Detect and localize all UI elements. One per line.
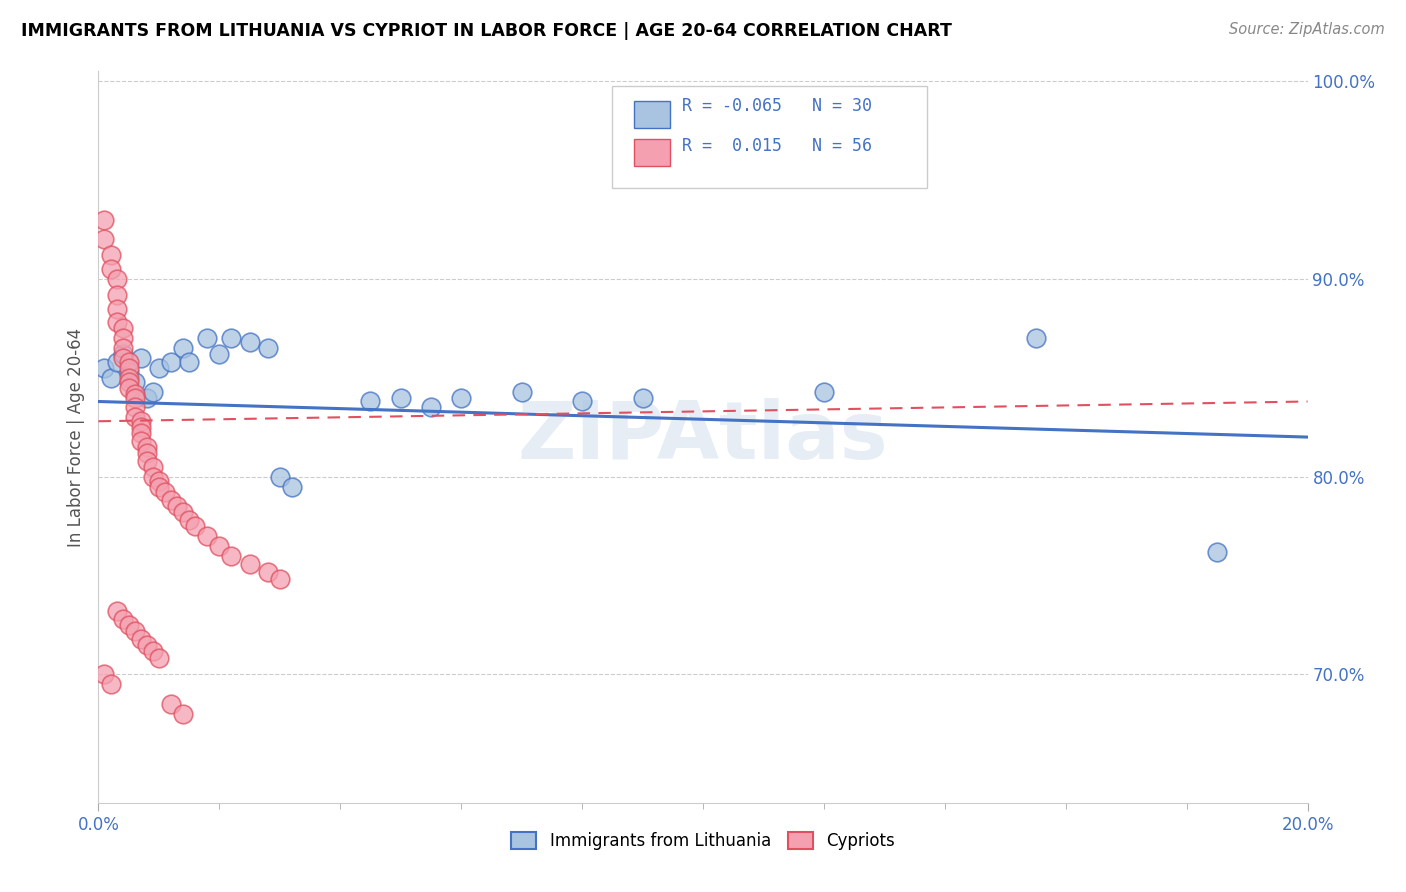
Point (111, 351, 134, 365)
Point (105, 355, 128, 369)
Point (135, 391, 157, 405)
FancyBboxPatch shape (613, 86, 927, 188)
Text: IMMIGRANTS FROM LITHUANIA VS CYPRIOT IN LABOR FORCE | AGE 20-64 CORRELATION CHAR: IMMIGRANTS FROM LITHUANIA VS CYPRIOT IN … (21, 22, 952, 40)
Point (111, 341, 134, 355)
Point (160, 355, 183, 369)
Point (111, 331, 134, 345)
Point (93, 232, 115, 246)
Point (105, 272, 128, 286)
Legend: Immigrants from Lithuania, Cypriots: Immigrants from Lithuania, Cypriots (505, 825, 901, 856)
Text: R = -0.065   N = 30: R = -0.065 N = 30 (682, 97, 873, 115)
Point (100, 262, 122, 277)
Point (179, 513, 201, 527)
Point (100, 248, 122, 262)
Point (111, 321, 134, 335)
Point (148, 479, 170, 493)
Point (118, 360, 141, 375)
Point (221, 549, 243, 563)
Point (1024, 331, 1046, 345)
Text: R =  0.015   N = 56: R = 0.015 N = 56 (682, 137, 873, 155)
Point (195, 529, 218, 543)
Point (195, 331, 218, 345)
Point (360, 394, 382, 409)
Point (172, 505, 194, 519)
Point (148, 360, 170, 375)
Point (172, 706, 194, 721)
Point (105, 315, 128, 329)
Point (172, 341, 194, 355)
Point (160, 493, 183, 508)
Point (129, 420, 152, 434)
Point (129, 414, 152, 428)
Point (118, 618, 141, 632)
Point (142, 469, 165, 483)
Y-axis label: In Labor Force | Age 20-64: In Labor Force | Age 20-64 (66, 327, 84, 547)
Point (166, 500, 188, 514)
Point (281, 479, 304, 493)
Point (118, 375, 141, 389)
Point (813, 384, 835, 399)
Point (111, 347, 134, 361)
Point (118, 355, 141, 369)
Point (135, 440, 157, 454)
Point (208, 539, 231, 553)
Point (256, 341, 278, 355)
Point (124, 401, 146, 415)
Point (124, 410, 146, 425)
Point (148, 474, 170, 488)
Text: Source: ZipAtlas.com: Source: ZipAtlas.com (1229, 22, 1385, 37)
Point (118, 371, 141, 385)
Point (389, 391, 412, 405)
Point (142, 384, 165, 399)
Point (269, 469, 291, 483)
Point (153, 485, 176, 500)
Point (571, 394, 593, 409)
Point (142, 459, 165, 474)
Point (184, 519, 207, 533)
Point (100, 371, 122, 385)
Text: ZIPAtlas: ZIPAtlas (517, 398, 889, 476)
Point (256, 565, 278, 579)
FancyBboxPatch shape (634, 101, 671, 128)
Point (124, 624, 146, 638)
Point (631, 391, 654, 405)
Point (148, 651, 170, 665)
Point (129, 351, 152, 365)
Point (105, 287, 128, 301)
Point (135, 454, 157, 468)
Point (179, 355, 201, 369)
Point (239, 557, 262, 571)
Point (420, 401, 443, 415)
Point (450, 391, 472, 405)
Point (510, 384, 533, 399)
Point (129, 632, 152, 646)
FancyBboxPatch shape (634, 138, 671, 167)
Point (129, 434, 152, 448)
Point (124, 391, 146, 405)
Point (93, 212, 115, 227)
Point (93, 667, 115, 681)
Point (129, 426, 152, 441)
Point (124, 375, 146, 389)
Point (105, 604, 128, 618)
Point (100, 677, 122, 691)
Point (239, 335, 262, 350)
Point (93, 360, 115, 375)
Point (135, 638, 157, 652)
Point (208, 347, 231, 361)
Point (135, 446, 157, 460)
Point (111, 612, 134, 626)
Point (118, 365, 141, 379)
Point (160, 697, 183, 711)
Point (1206, 545, 1229, 559)
Point (269, 573, 291, 587)
Point (118, 381, 141, 395)
Point (221, 331, 243, 345)
Point (124, 386, 146, 401)
Point (142, 643, 165, 657)
Point (105, 301, 128, 316)
